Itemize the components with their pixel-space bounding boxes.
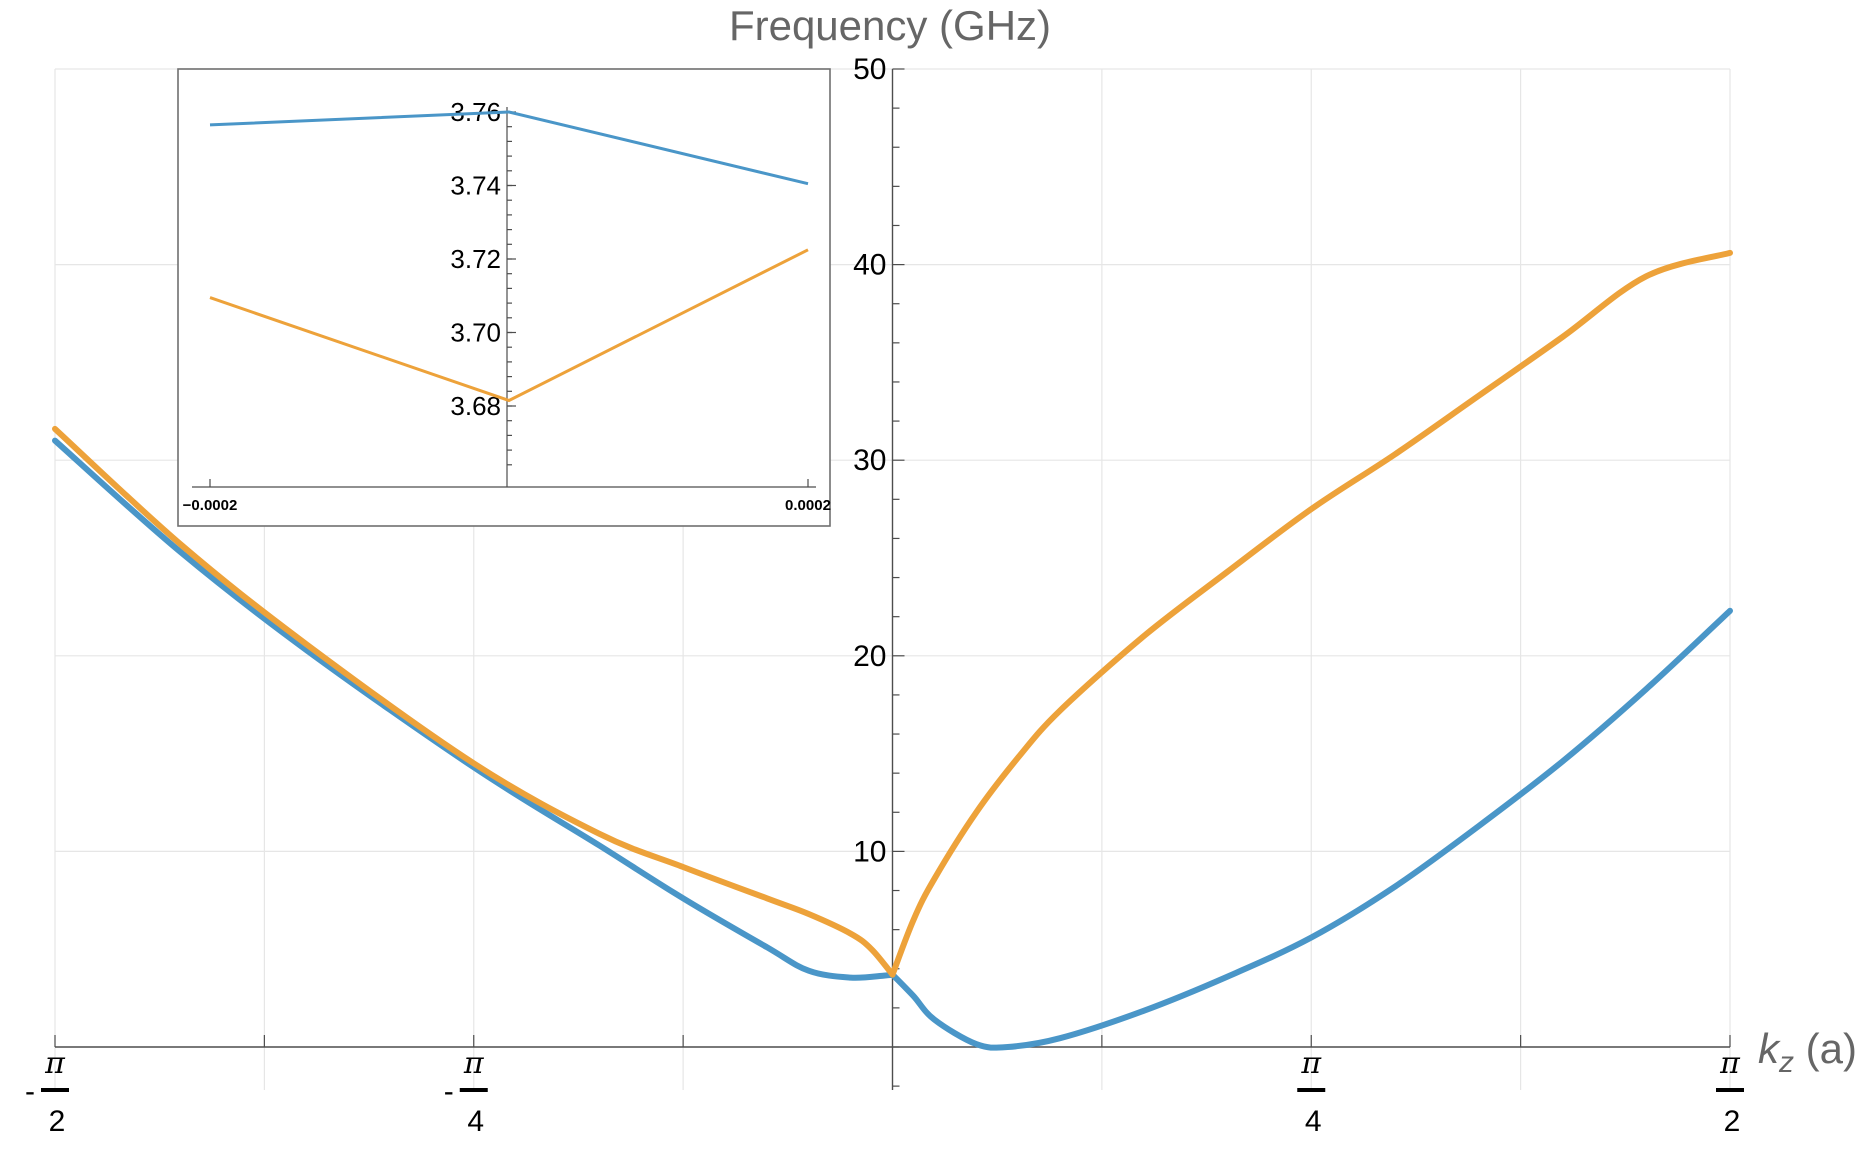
inset-chart: 3.683.703.723.743.76−0.0002 0.0002 [177, 68, 831, 527]
x-tick-numerator: π [463, 1046, 485, 1081]
x-tick-numerator: π [1300, 1046, 1322, 1081]
x-tick-denominator: 4 [1305, 1105, 1322, 1138]
y-tick-label: 10 [853, 835, 886, 868]
series-lower-band-right [889, 607, 1733, 1051]
inset-x-tick-label: −0.0002 [183, 497, 238, 514]
inset-y-tick-label: 3.74 [450, 171, 501, 201]
x-tick-label: π 4- [444, 1046, 488, 1138]
x-tick-sign: - [25, 1075, 35, 1108]
x-axis-label: kz (a) [1758, 1025, 1857, 1079]
y-tick-label: 20 [853, 640, 886, 673]
x-axis-label-unit: (a) [1794, 1025, 1857, 1072]
y-tick-label: 50 [853, 53, 886, 86]
y-tick-label: 40 [853, 249, 886, 282]
inset-x-tick-label: 0.0002 [785, 497, 831, 514]
inset-y-tick-label: 3.72 [450, 244, 501, 274]
x-tick-label: π2 [1716, 1046, 1744, 1138]
series-upper-band-left [52, 425, 896, 978]
x-axis-label-sub: z [1778, 1046, 1794, 1079]
x-tick-denominator: 2 [1724, 1105, 1741, 1138]
x-axis-label-var: k [1758, 1025, 1781, 1072]
inset-series-upper-band [209, 248, 809, 403]
x-tick-sign: - [444, 1075, 454, 1108]
axes [54, 68, 1731, 1090]
x-tick-numerator: π [44, 1046, 66, 1081]
y-tick-label: 30 [853, 444, 886, 477]
x-tick-denominator: 2 [49, 1105, 66, 1138]
y-axis-label: Frequency (GHz) [729, 2, 1051, 49]
inset-frame [177, 68, 831, 527]
series-layer [52, 249, 1733, 1051]
x-tick-numerator: π [1719, 1046, 1741, 1081]
x-tick-label: π 2- [25, 1046, 69, 1138]
series-upper-band-right [889, 249, 1733, 978]
series-lower-band-left [52, 437, 896, 981]
inset-y-tick-label: 3.70 [450, 318, 501, 348]
inset-content: 3.683.703.723.743.76−0.0002 0.0002 [183, 97, 831, 514]
x-tick-denominator: 4 [467, 1105, 484, 1138]
inset-series-lower-band [209, 110, 809, 186]
x-tick-label: π4 [1297, 1046, 1326, 1138]
